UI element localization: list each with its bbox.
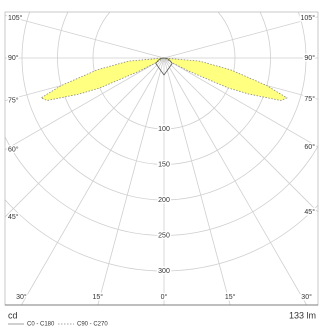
grid-ray (97, 57, 165, 305)
r-tick-label: 300 (158, 268, 170, 275)
angle-tick-label: 0° (161, 293, 168, 301)
grid-ray (5, 15, 165, 59)
angle-tick-label: 75° (304, 95, 315, 103)
angle-tick-label: 15° (93, 293, 104, 301)
grid-ray (163, 57, 231, 305)
angle-tick-label: 45° (304, 208, 315, 216)
grid-ray (163, 57, 318, 213)
angle-tick-label: 105° (8, 14, 23, 22)
grid-ray (163, 16, 318, 59)
angle-tick-label: 30° (301, 293, 312, 301)
angle-tick-label: 45° (8, 213, 19, 221)
flux: 133 lm (289, 310, 316, 320)
angle-tick-label: 90° (304, 54, 315, 62)
unit: cd (8, 310, 18, 320)
grid (5, 12, 318, 305)
angle-tick-label: 60° (8, 146, 19, 154)
intensity-curve (155, 57, 173, 76)
r-tick-label: 150 (158, 161, 170, 168)
legend-label: C0 - C180 (27, 322, 55, 326)
grid-ring (5, 199, 318, 272)
angle-tick-label: 60° (304, 143, 315, 151)
angle-tick-label: 75° (8, 96, 19, 104)
r-tick-label: 200 (158, 197, 170, 204)
legend-label: C90 - C270 (77, 322, 108, 326)
grid-ray (163, 57, 307, 305)
grid-ray (21, 57, 165, 305)
grid-ray (5, 57, 165, 151)
angle-tick-label: 105° (301, 14, 316, 22)
angle-tick-label: 30° (16, 293, 27, 301)
r-tick-label: 100 (158, 126, 170, 133)
grid-ray (163, 57, 318, 148)
r-tick-label: 250 (158, 232, 170, 239)
angle-tick-label: 90° (8, 54, 19, 62)
frame (4, 11, 319, 306)
angle-tick-label: 15° (225, 293, 236, 301)
grid-ray (5, 57, 165, 218)
